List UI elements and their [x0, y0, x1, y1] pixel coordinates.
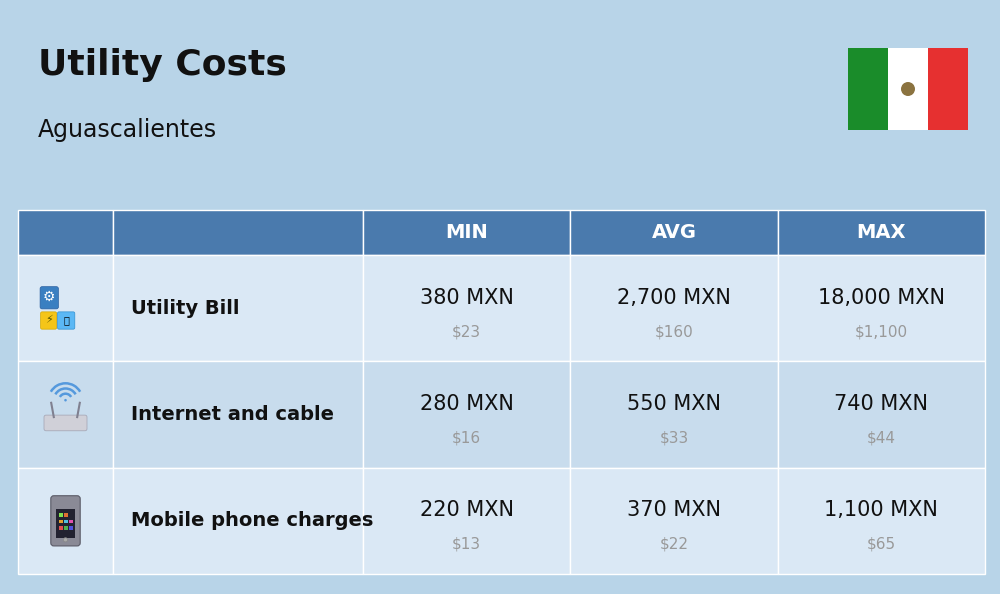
Bar	[570, 210, 778, 255]
Text: 380 MXN: 380 MXN	[420, 287, 514, 308]
Bar	[570, 255, 778, 361]
Circle shape	[64, 399, 67, 402]
Bar	[363, 210, 570, 255]
Bar	[18, 467, 113, 574]
Text: $22: $22	[660, 537, 688, 552]
Text: 18,000 MXN: 18,000 MXN	[818, 287, 945, 308]
Bar	[363, 467, 570, 574]
Bar	[18, 361, 113, 467]
Text: $33: $33	[659, 431, 689, 446]
Bar	[113, 361, 363, 467]
Text: 280 MXN: 280 MXN	[420, 394, 514, 414]
Bar	[778, 255, 985, 361]
Bar	[848, 48, 888, 130]
Text: 220 MXN: 220 MXN	[420, 500, 514, 520]
Bar	[56, 509, 75, 538]
Text: Utility Costs: Utility Costs	[38, 48, 287, 82]
Bar	[570, 361, 778, 467]
Text: Aguascalientes: Aguascalientes	[38, 118, 217, 142]
Bar	[928, 48, 968, 130]
Text: $44: $44	[867, 431, 896, 446]
Bar	[69, 520, 73, 523]
Bar	[18, 255, 113, 361]
Bar	[59, 520, 63, 523]
Text: $1,100: $1,100	[855, 324, 908, 339]
Bar	[69, 526, 73, 530]
Text: 💧: 💧	[63, 315, 69, 326]
Text: AVG: AVG	[652, 223, 696, 242]
Text: 1,100 MXN: 1,100 MXN	[824, 500, 938, 520]
FancyBboxPatch shape	[58, 312, 75, 329]
Bar	[363, 255, 570, 361]
Bar	[363, 361, 570, 467]
Text: Utility Bill: Utility Bill	[131, 299, 240, 318]
Text: $65: $65	[867, 537, 896, 552]
Text: Internet and cable: Internet and cable	[131, 405, 334, 424]
Bar	[64, 520, 68, 523]
Text: 550 MXN: 550 MXN	[627, 394, 721, 414]
Bar	[778, 467, 985, 574]
Bar	[570, 467, 778, 574]
Text: ⚙: ⚙	[43, 290, 56, 304]
Text: MIN: MIN	[445, 223, 488, 242]
Bar	[59, 513, 63, 517]
Circle shape	[63, 538, 68, 542]
Bar	[113, 210, 363, 255]
FancyBboxPatch shape	[40, 287, 58, 309]
Bar	[778, 210, 985, 255]
Text: MAX: MAX	[857, 223, 906, 242]
FancyBboxPatch shape	[41, 312, 57, 329]
Text: $160: $160	[655, 324, 693, 339]
Bar	[64, 526, 68, 530]
Text: 2,700 MXN: 2,700 MXN	[617, 287, 731, 308]
Bar	[113, 467, 363, 574]
Text: $13: $13	[452, 537, 481, 552]
Bar	[888, 48, 928, 130]
Text: 740 MXN: 740 MXN	[834, 394, 928, 414]
Text: $23: $23	[452, 324, 481, 339]
Text: Mobile phone charges: Mobile phone charges	[131, 511, 373, 530]
Bar	[64, 513, 68, 517]
Text: $16: $16	[452, 431, 481, 446]
Bar	[18, 210, 113, 255]
FancyBboxPatch shape	[44, 415, 87, 431]
Bar	[59, 526, 63, 530]
Text: 370 MXN: 370 MXN	[627, 500, 721, 520]
Bar	[113, 255, 363, 361]
Circle shape	[901, 82, 915, 96]
Text: ⚡: ⚡	[45, 315, 52, 326]
Bar	[778, 361, 985, 467]
FancyBboxPatch shape	[51, 496, 80, 546]
